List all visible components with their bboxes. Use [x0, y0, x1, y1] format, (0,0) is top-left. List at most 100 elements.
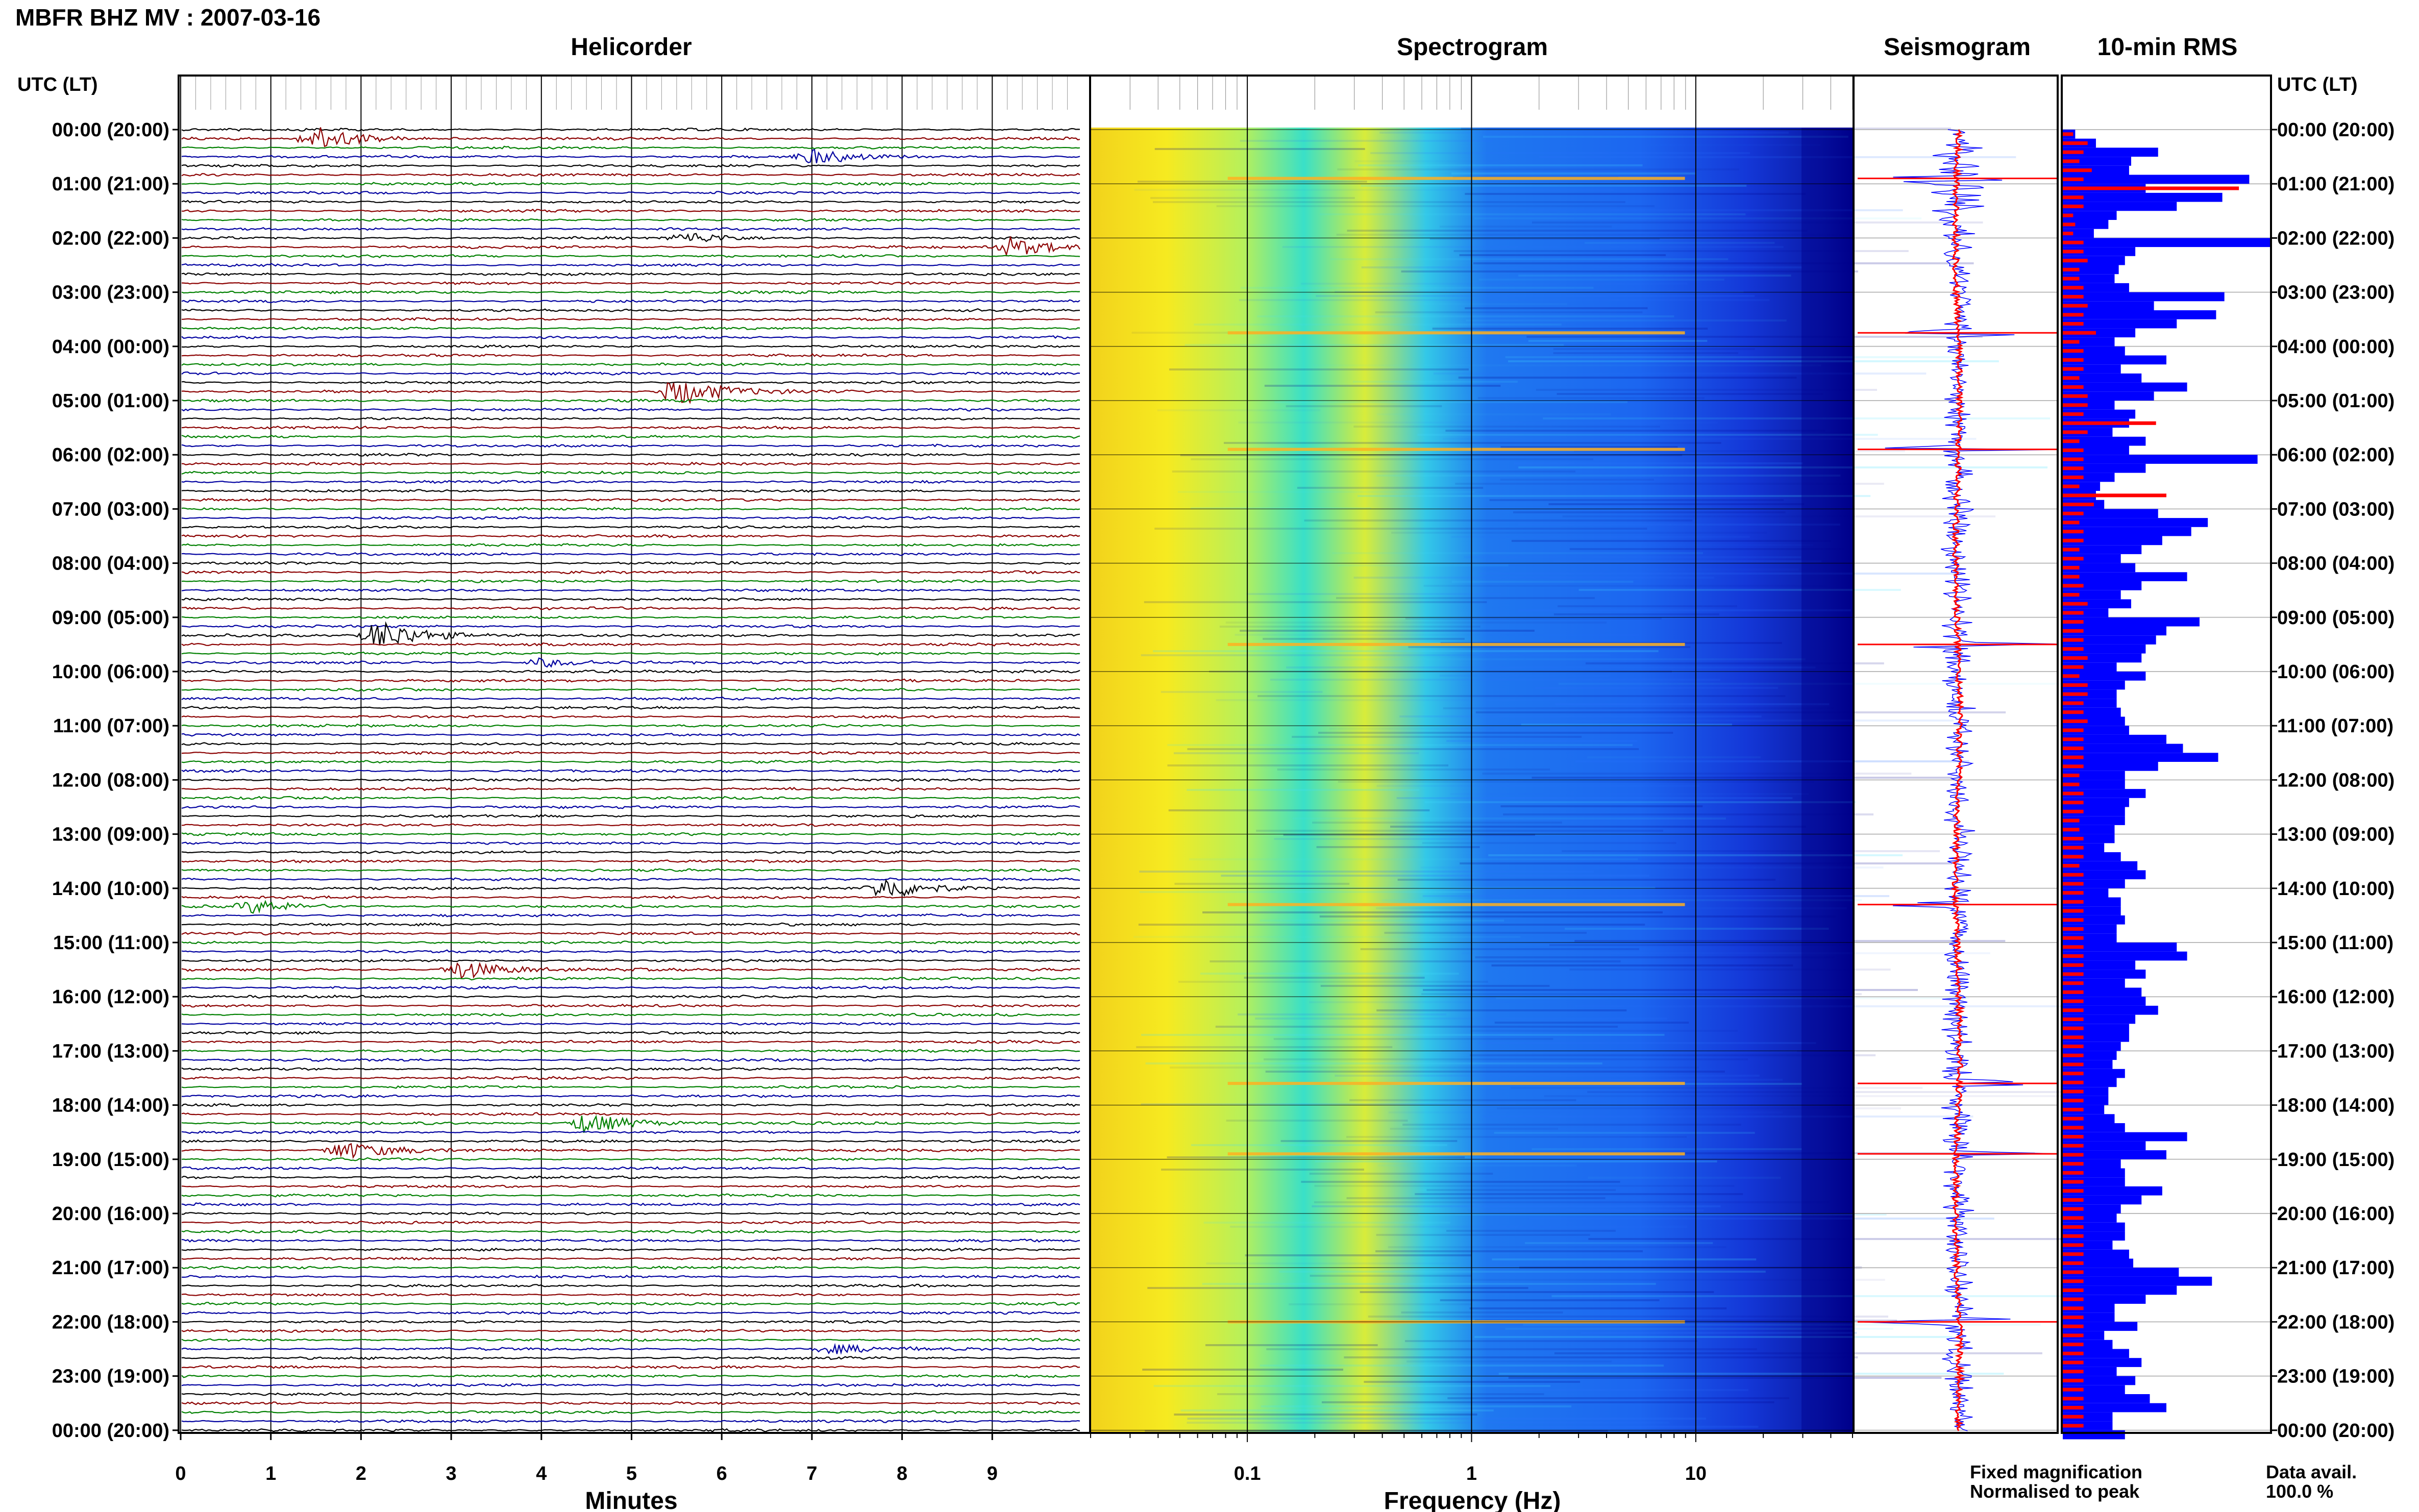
helicorder-trace [181, 1175, 1080, 1180]
rms-bar-normalised [2063, 1045, 2084, 1049]
spectrogram-row [1408, 646, 1691, 648]
rms-bar-normalised [2063, 584, 2084, 588]
utc-header-right: UTC (LT) [2277, 74, 2358, 95]
spectrogram-row [1494, 1132, 1755, 1134]
spectrogram-event-row [1227, 177, 1685, 180]
helicorder-trace [181, 1419, 1080, 1423]
rms-bar-fixed [2063, 1078, 2117, 1087]
spectrogram-row [1440, 1299, 1660, 1301]
rms-bar-normalised [2063, 349, 2084, 353]
helicorder-trace [181, 308, 1080, 312]
rms-bar-fixed [2063, 1150, 2166, 1159]
spectrogram-rows [1131, 128, 2100, 1432]
rms-bar-fixed [2063, 870, 2146, 880]
rms-bar-normalised [2063, 186, 2239, 190]
rms-bar-normalised [2063, 972, 2084, 976]
rms-bar-normalised [2063, 774, 2080, 778]
spectrogram-row [1405, 617, 1662, 619]
hour-label-right: 07:00 (03:00) [2277, 499, 2395, 520]
helicorder-trace [181, 1157, 1080, 1161]
helicorder-trace [181, 200, 1080, 204]
helicorder-trace [181, 317, 1080, 321]
spectrogram-row [1139, 871, 1594, 873]
spectrogram-row [1260, 920, 1504, 922]
spectrogram-row [1497, 1107, 1902, 1109]
hour-label-right: 11:00 (07:00) [2277, 715, 2393, 737]
spectrogram-row [1446, 740, 1638, 742]
rms-bar-fixed [2063, 906, 2121, 915]
spectrogram-row [1361, 185, 1747, 187]
spectrogram-row [1261, 1405, 1572, 1407]
rms-bar-fixed [2063, 1367, 2117, 1376]
spectrogram-row [1401, 1311, 1563, 1313]
spectrogram-row [1513, 1389, 1749, 1391]
helicorder-trace [181, 868, 1080, 873]
spectrogram-row [1260, 1365, 1664, 1367]
rms-bar-fixed [2063, 960, 2136, 970]
spectrogram-row [1353, 426, 1661, 428]
rms-bar-normalised [2063, 710, 2084, 714]
spectrogram-row [1514, 462, 1803, 464]
rms-bar-fixed [2063, 1005, 2158, 1015]
rms-bar-normalised [2063, 259, 2088, 263]
spectrogram-row [1585, 662, 1884, 664]
spectrogram-row [1360, 948, 1639, 950]
seismogram-normalised-trace [1950, 129, 1965, 1431]
helicorder-trace [181, 326, 1080, 331]
spectrogram-row [1553, 352, 1739, 354]
rms-bar-normalised [2063, 1378, 2084, 1382]
spectrogram-row [1423, 585, 1828, 587]
spectrogram-row [1217, 1393, 1544, 1395]
helicorder-trace [181, 1293, 1080, 1297]
helicorder-trace [181, 615, 1080, 619]
spectrogram-row [1588, 1177, 1781, 1179]
spectrogram-row [1500, 479, 1654, 481]
spectrogram-row [1184, 344, 1564, 346]
rms-bar-fixed [2063, 897, 2121, 907]
rms-bar-fixed [2063, 337, 2115, 346]
rms-bar-normalised [2063, 782, 2080, 786]
spectrogram-row [1174, 752, 1419, 754]
rms-bar-normalised [2063, 746, 2084, 750]
rms-bar-fixed [2063, 1096, 2109, 1105]
rms-bar-fixed [2063, 1295, 2146, 1304]
spectrogram-row [1289, 1303, 1472, 1305]
rms-bar-normalised [2063, 520, 2080, 525]
spectrogram-row [1133, 936, 1521, 938]
spectrogram-row [1492, 1258, 1757, 1260]
spectrogram-row [1418, 1213, 1887, 1216]
spectrogram-row [1548, 503, 1805, 505]
spectrogram-row [1574, 450, 1905, 452]
rms-bar-fixed [2063, 1141, 2146, 1151]
rms-bar-normalised [2063, 1207, 2084, 1211]
helicorder-trace [181, 127, 1080, 147]
rms-bar-normalised [2063, 177, 2084, 181]
spectrogram-row [1312, 1205, 1721, 1207]
spectrogram-row [1532, 221, 1983, 224]
helicorder-trace [181, 841, 1080, 846]
rms-bar-normalised [2063, 358, 2084, 362]
spectrogram-row [1551, 1295, 2083, 1297]
helicorder-trace [181, 382, 1080, 405]
spectrogram-row [1422, 895, 1890, 897]
rms-bar-fixed [2063, 789, 2146, 798]
rms-bar-normalised [2063, 1008, 2084, 1012]
spectrogram-row [1202, 1283, 1656, 1285]
spectrogram-row [1321, 1401, 1774, 1403]
rms-bar-normalised [2063, 1279, 2084, 1283]
rms-bar-normalised [2063, 132, 2074, 136]
spectrogram-row [1313, 364, 1821, 366]
spectrogram-row [1565, 928, 1829, 930]
rms-bar-normalised [2063, 764, 2084, 769]
helicorder-trace [181, 1139, 1080, 1144]
spectrogram-row [1246, 593, 1501, 595]
spectrogram-row [1535, 687, 1778, 689]
rms-bar-normalised [2063, 683, 2088, 687]
spectrogram-row [1451, 172, 1695, 175]
spectrogram-row [1319, 213, 1746, 215]
spectrogram-row [1147, 1287, 1528, 1289]
rms-bar-fixed [2063, 1168, 2125, 1178]
rms-bar-fixed [2063, 545, 2142, 554]
hour-label-left: 12:00 (08:00) [52, 770, 169, 791]
spectrogram-event-row [1227, 903, 1685, 906]
